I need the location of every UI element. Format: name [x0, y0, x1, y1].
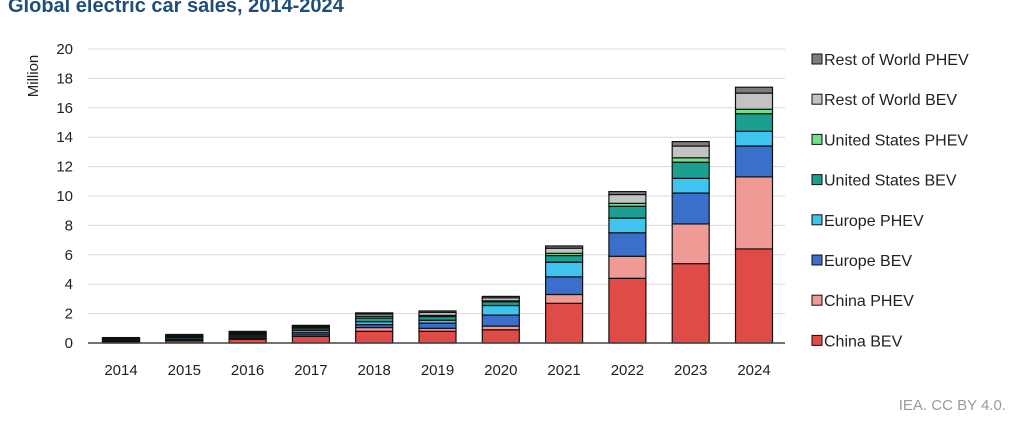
- bar-segment: [734, 176, 774, 250]
- bar-segment: [481, 295, 520, 299]
- axis: 0 2 4 6 8 10 12 14 16 18 20 Million 2014 2015 2016 2017…: [25, 41, 785, 379]
- bar-segment: [418, 322, 457, 329]
- x-tick-label: 2018: [358, 362, 391, 379]
- bar-segment: [101, 336, 141, 339]
- bar-segment: [544, 254, 584, 263]
- legend-label: Europe PHEV: [824, 213, 924, 230]
- legend-swatch: [811, 174, 823, 186]
- bar-segment: [291, 335, 330, 344]
- bar-segment: [608, 193, 647, 204]
- bar-segment: [671, 145, 710, 159]
- source-credit: IEA. CC BY 4.0.: [898, 397, 1006, 414]
- legend-label: China BEV: [824, 333, 903, 350]
- bar-segment: [671, 157, 710, 163]
- bar-segment: [544, 302, 584, 344]
- legend-swatch: [811, 214, 823, 226]
- y-axis-label: Million: [25, 55, 42, 98]
- legend: Rest of World PHEV Rest of World BEV Unite…: [811, 52, 969, 350]
- bar-segment: [608, 277, 647, 344]
- y-tick-label: 0: [65, 335, 73, 352]
- x-tick-label: 2022: [611, 362, 644, 379]
- x-tick-label: 2019: [421, 362, 454, 379]
- bar-segment: [734, 130, 774, 147]
- legend-label: Europe BEV: [824, 253, 912, 270]
- bar-segment: [165, 333, 204, 336]
- y-tick-label: 14: [56, 129, 73, 146]
- bar-segment: [671, 161, 710, 179]
- bar-segment: [418, 330, 457, 344]
- x-tick-label: 2021: [547, 362, 580, 379]
- legend-label: Rest of World PHEV: [824, 52, 969, 69]
- bar-segment: [671, 263, 710, 344]
- bar-segment: [228, 330, 267, 333]
- legend-swatch: [811, 93, 823, 105]
- y-tick-label: 2: [65, 306, 73, 323]
- bar-segment: [544, 276, 584, 296]
- x-tick-label: 2016: [231, 362, 264, 379]
- bar-segment: [734, 145, 774, 178]
- bar-segment: [734, 113, 774, 132]
- bar-segment: [608, 232, 647, 257]
- legend-swatch: [811, 254, 823, 266]
- bar-segment: [734, 86, 774, 94]
- y-tick-label: 18: [56, 70, 73, 87]
- x-tick-label: 2020: [484, 362, 517, 379]
- bar-segment: [355, 330, 394, 344]
- bar-segment: [608, 205, 647, 219]
- bar-segment: [671, 223, 710, 265]
- bar-segment: [418, 310, 457, 314]
- legend-label: China PHEV: [824, 293, 914, 310]
- bar-segment: [608, 255, 647, 279]
- bar-segment: [355, 312, 394, 315]
- legend-label: United States BEV: [824, 173, 957, 190]
- bar-segment: [481, 329, 520, 344]
- legend-swatch: [811, 294, 823, 306]
- bar-segment: [544, 293, 584, 304]
- bar-segment: [544, 247, 584, 254]
- legend-swatch: [811, 334, 823, 346]
- bar-segment: [544, 261, 584, 278]
- bar-segment: [608, 217, 647, 234]
- legend-label: Rest of World BEV: [824, 92, 957, 109]
- y-tick-label: 6: [65, 247, 73, 264]
- y-tick-label: 10: [56, 188, 73, 205]
- x-tick-label: 2024: [737, 362, 770, 379]
- bar-segment: [481, 304, 520, 316]
- y-tick-label: 16: [56, 100, 73, 117]
- bar-segment: [544, 245, 584, 249]
- bar-segment: [671, 177, 710, 194]
- legend-swatch: [811, 133, 823, 145]
- bar-segment: [671, 141, 710, 147]
- bar-segment: [608, 190, 647, 196]
- x-tick-label: 2015: [168, 362, 201, 379]
- y-tick-label: 4: [65, 276, 73, 293]
- y-tick-label: 20: [56, 41, 73, 58]
- y-tick-label: 8: [65, 217, 73, 234]
- bar-segment: [734, 108, 774, 115]
- x-tick-label: 2023: [674, 362, 707, 379]
- x-tick-label: 2014: [104, 362, 137, 379]
- x-tick-label: 2017: [294, 362, 327, 379]
- chart-title: Global electric car sales, 2014-2024: [8, 0, 344, 17]
- bar-segment: [291, 324, 330, 327]
- bar-segment: [734, 248, 774, 344]
- y-tick-label: 12: [56, 159, 73, 176]
- bars: [101, 86, 774, 344]
- bar-segment: [671, 192, 710, 225]
- bar-segment: [481, 314, 520, 327]
- legend-swatch: [811, 53, 823, 65]
- legend-label: United States PHEV: [824, 132, 968, 149]
- bar-segment: [734, 92, 774, 110]
